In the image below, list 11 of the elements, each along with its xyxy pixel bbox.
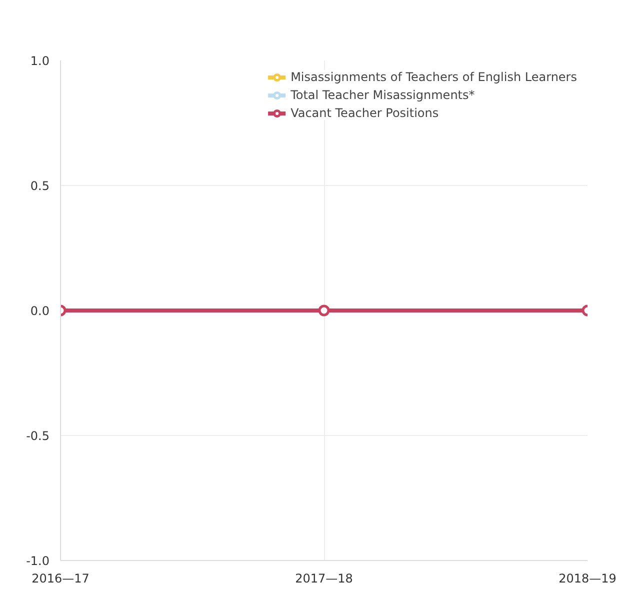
legend-label: Total Teacher Misassignments*: [290, 88, 475, 102]
y-tick-label: 0.5: [30, 179, 50, 193]
y-tick-label: -1.0: [26, 554, 50, 568]
y-tick-label: -0.5: [26, 429, 50, 443]
y-tick-label: 0.0: [30, 304, 50, 318]
legend-label: Vacant Teacher Positions: [290, 106, 439, 120]
y-tick-label: 1.0: [30, 54, 50, 68]
x-tick-label: 2018—19: [558, 572, 616, 586]
legend-label: Misassignments of Teachers of English Learners: [290, 70, 577, 84]
x-tick-label: 2016—17: [32, 572, 90, 586]
x-tick-label: 2017—18: [295, 572, 353, 586]
